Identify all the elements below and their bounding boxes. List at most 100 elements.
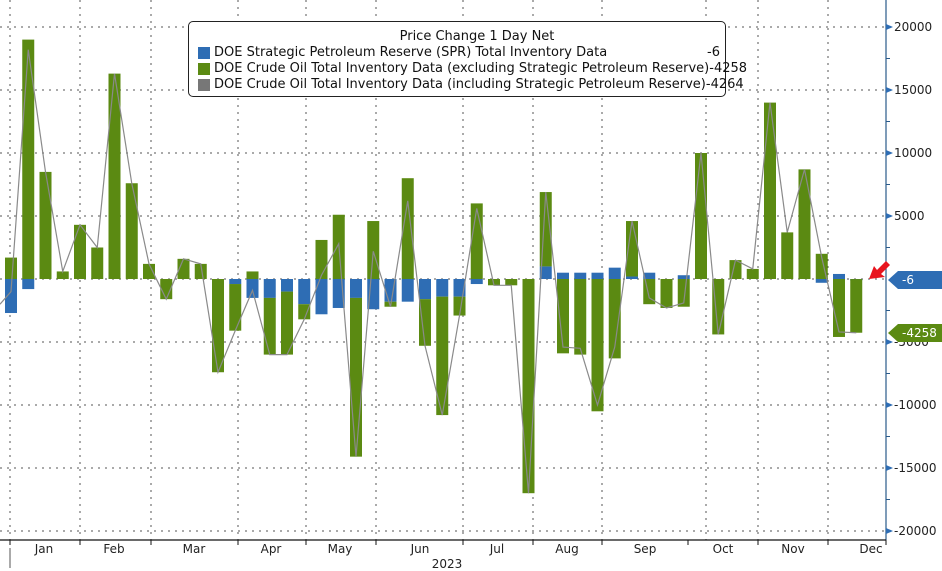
legend-swatch-green	[198, 63, 210, 75]
bar-crude-ex-spr	[557, 279, 569, 354]
bar-crude-ex-spr	[470, 203, 483, 279]
bar-crude-ex-spr	[143, 263, 155, 279]
bar-spr	[815, 279, 828, 283]
legend-item-crude-ex-spr: DOE Crude Oil Total Inventory Data (excl…	[198, 61, 747, 77]
bar-crude-ex-spr	[453, 296, 466, 316]
bar-crude-ex-spr	[695, 153, 707, 279]
legend-label: DOE Strategic Petroleum Reserve (SPR) To…	[214, 45, 608, 60]
x-tick-label: Aug	[555, 542, 578, 556]
net-line	[0, 49, 857, 494]
value-tag	[888, 324, 942, 342]
legend-value: -4264	[705, 77, 744, 92]
red-arrow-icon	[869, 261, 890, 279]
bar-crude-ex-spr	[125, 183, 138, 279]
bar-crude-ex-spr	[229, 284, 242, 331]
y-tick-marker	[886, 528, 893, 534]
bar-crude-ex-spr	[591, 279, 604, 412]
bar-crude-ex-spr	[212, 279, 224, 373]
bar-spr	[5, 279, 17, 314]
bar-crude-ex-spr	[608, 279, 621, 359]
y-tick-marker	[886, 150, 893, 156]
bar-crude-ex-spr	[246, 271, 259, 279]
legend-title: Price Change 1 Day Net	[399, 29, 555, 44]
y-tick-marker	[886, 87, 893, 93]
x-tick-label: Nov	[781, 542, 804, 556]
bar-spr	[453, 279, 466, 297]
legend-item-spr: DOE Strategic Petroleum Reserve (SPR) To…	[198, 45, 720, 61]
legend: Price Change 1 Day Net DOE Strategic Pet…	[188, 21, 747, 97]
bar-spr	[574, 272, 587, 279]
bar-crude-ex-spr	[39, 171, 52, 279]
bar-crude-ex-spr	[746, 268, 759, 279]
y-tick-label: 10000	[894, 146, 932, 160]
bar-spr	[315, 279, 328, 315]
y-tick-marker	[886, 402, 893, 408]
bar-crude-ex-spr	[798, 169, 811, 279]
bar-crude-ex-spr	[781, 232, 794, 279]
bar-spr	[401, 279, 414, 302]
bar-spr	[229, 279, 242, 285]
bar-spr	[643, 272, 656, 279]
bar-crude-ex-spr	[194, 263, 207, 279]
value-tag-label: -4258	[902, 326, 937, 340]
bar-crude-ex-spr	[281, 291, 293, 355]
bar-spr	[350, 279, 362, 298]
y-tick-marker	[886, 24, 893, 30]
bars	[5, 39, 863, 494]
bar-spr	[263, 279, 276, 298]
bar-spr	[539, 266, 552, 279]
x-tick-label: Sep	[634, 542, 657, 556]
bar-crude-ex-spr	[677, 279, 690, 307]
y-tick-marker	[886, 339, 893, 345]
legend-label: DOE Crude Oil Total Inventory Data (excl…	[214, 61, 710, 76]
y-tick-label: 5000	[894, 209, 925, 223]
y-tick-marker	[886, 213, 893, 219]
x-tick-label: Jul	[489, 542, 504, 556]
bar-crude-ex-spr	[177, 258, 190, 279]
bar-crude-ex-spr	[488, 279, 500, 286]
bar-crude-ex-spr	[367, 221, 380, 279]
x-tick-label: May	[328, 542, 353, 556]
legend-swatch-gray	[198, 79, 210, 91]
bar-spr	[419, 279, 431, 300]
x-tick-label: Oct	[713, 542, 734, 556]
x-axis: Jan Feb Mar Apr May Jun Jul Aug Sep Oct Nov Dec 2023	[0, 539, 887, 571]
bar-crude-ex-spr	[91, 247, 104, 279]
bar-crude-ex-spr	[833, 279, 845, 337]
legend-swatch-blue	[198, 47, 210, 59]
bar-spr	[626, 276, 638, 279]
bar-crude-ex-spr	[108, 73, 121, 280]
bar-spr	[281, 279, 293, 292]
value-tag-label: -6	[902, 273, 914, 287]
y-tick-marker	[886, 465, 893, 471]
bar-spr	[470, 279, 483, 285]
bar-crude-ex-spr	[315, 239, 328, 279]
legend-value: -4258	[709, 61, 748, 76]
bar-spr	[557, 272, 569, 279]
net-line-path	[0, 49, 857, 494]
x-tick-label: Jan	[34, 542, 54, 556]
bar-spr	[436, 279, 449, 297]
y-tick-label: -15000	[894, 461, 937, 475]
y-axis: 2000015000100005000-5000-10000-15000-200…	[885, 0, 937, 540]
legend-value: -6	[707, 45, 720, 60]
bar-crude-ex-spr	[401, 178, 414, 279]
bar-crude-ex-spr	[350, 297, 362, 457]
legend-item-crude-incl-spr: DOE Crude Oil Total Inventory Data (incl…	[198, 77, 744, 93]
bar-spr	[608, 267, 621, 279]
bar-crude-ex-spr	[764, 102, 776, 279]
bar-crude-ex-spr	[298, 304, 311, 320]
x-tick-label: Mar	[183, 542, 206, 556]
bar-spr	[677, 275, 690, 279]
x-tick-label: Dec	[859, 542, 882, 556]
bar-spr	[591, 272, 604, 279]
value-tag	[888, 271, 942, 289]
bar-spr	[22, 279, 35, 290]
bar-crude-ex-spr	[419, 299, 431, 346]
x-tick-label: Feb	[103, 542, 124, 556]
bar-crude-ex-spr	[436, 296, 449, 416]
x-axis-year-label: 2023	[432, 557, 463, 571]
x-tick-label: Jun	[410, 542, 430, 556]
bar-crude-ex-spr	[574, 279, 587, 355]
red-arrow-shape	[869, 261, 890, 279]
